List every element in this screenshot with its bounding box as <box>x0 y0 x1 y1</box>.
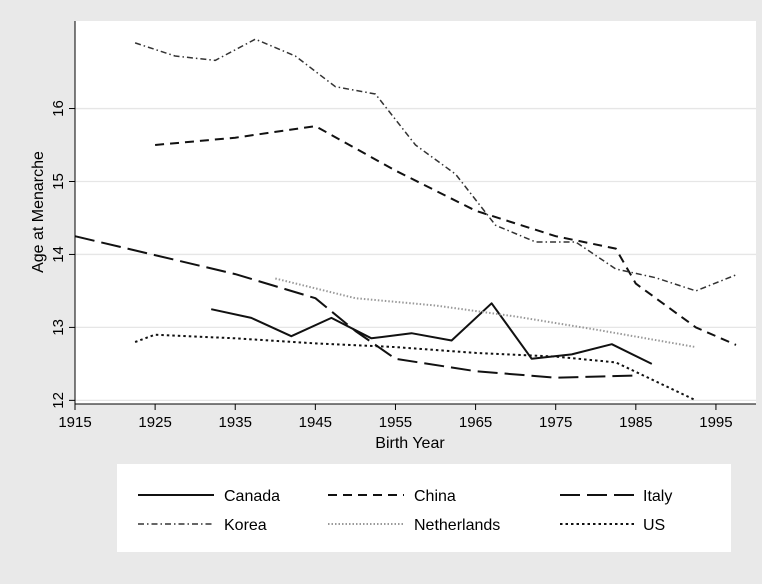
x-tick-label: 1985 <box>619 414 652 431</box>
series-line-netherlands <box>275 277 697 349</box>
series-group <box>74 38 737 402</box>
legend-label-netherlands: Netherlands <box>414 517 500 534</box>
x-tick-label: 1965 <box>459 414 492 431</box>
series-line-italy <box>74 235 636 379</box>
series-line-canada <box>210 302 653 365</box>
x-axis-title: Birth Year <box>375 435 445 452</box>
legend-box <box>117 464 731 552</box>
x-tick-label: 1935 <box>219 414 252 431</box>
legend-label-china: China <box>414 488 456 505</box>
plot-area <box>75 21 756 404</box>
legend-label-italy: Italy <box>643 488 672 505</box>
y-tick-label: 16 <box>50 100 67 117</box>
y-tick-label: 13 <box>50 319 67 336</box>
x-tick-label: 1915 <box>58 414 91 431</box>
x-tick-label: 1995 <box>699 414 732 431</box>
series-line-korea <box>134 38 737 292</box>
x-tick-label: 1955 <box>379 414 412 431</box>
y-tick-label: 14 <box>50 246 67 263</box>
y-axis-title: Age at Menarche <box>30 151 47 273</box>
legend: Canada China Italy Korea Netherlands US <box>138 488 672 534</box>
x-tick-label: 1925 <box>138 414 171 431</box>
legend-label-korea: Korea <box>224 517 267 534</box>
y-tick-label: 15 <box>50 173 67 190</box>
legend-label-us: US <box>643 517 665 534</box>
y-tick-label: 12 <box>50 392 67 409</box>
series-line-china <box>155 125 737 346</box>
y-ticks: 12 13 14 15 16 <box>50 100 75 409</box>
legend-label-canada: Canada <box>224 488 280 505</box>
x-ticks: 1915 1925 1935 1945 1955 1965 1975 1985 1995 <box>58 404 733 431</box>
x-tick-label: 1945 <box>299 414 332 431</box>
series-line-us <box>134 333 697 402</box>
x-tick-label: 1975 <box>539 414 572 431</box>
